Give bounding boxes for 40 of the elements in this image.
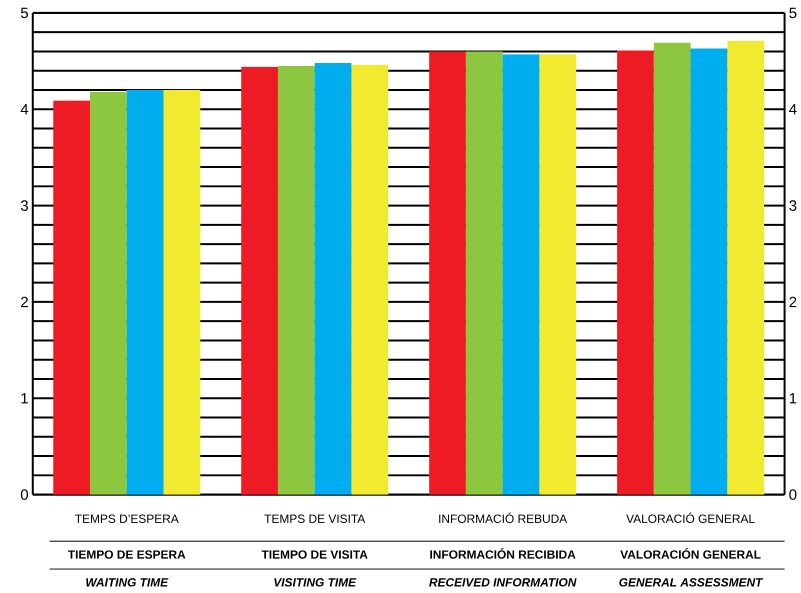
bar bbox=[126, 90, 164, 494]
y2-tick-label: 3 bbox=[789, 200, 796, 211]
bar bbox=[502, 54, 540, 494]
bar bbox=[466, 51, 503, 494]
y2-tick-label: 5 bbox=[789, 8, 796, 18]
bar bbox=[278, 66, 315, 494]
y-tick-label: 1 bbox=[21, 392, 28, 404]
y-tick-label: 4 bbox=[20, 104, 28, 114]
text: VISITING TIME bbox=[274, 578, 356, 586]
text: INFORMACIÓN RECIBIDA bbox=[430, 548, 576, 559]
bar bbox=[429, 51, 466, 494]
y-tick-label: 2 bbox=[21, 296, 28, 307]
y-tick-label: 0 bbox=[20, 489, 28, 500]
bar bbox=[314, 62, 352, 494]
x-tick-label: TEMPS D’ESPERA bbox=[75, 514, 179, 523]
bar bbox=[163, 90, 200, 494]
bar bbox=[654, 42, 691, 494]
y-tick-label: 3 bbox=[20, 200, 28, 211]
text: WAITING TIME bbox=[86, 578, 168, 586]
y2-tick-label: 4 bbox=[789, 104, 797, 114]
bar bbox=[539, 54, 576, 494]
x-tick-label: TEMPS DE VISITA bbox=[264, 514, 366, 523]
bar bbox=[351, 64, 388, 494]
text: TIEMPO DE VISITA bbox=[262, 550, 368, 559]
bar bbox=[90, 92, 127, 494]
bar bbox=[53, 100, 90, 494]
bar bbox=[241, 66, 278, 494]
y-tick-label: 5 bbox=[20, 8, 28, 18]
x-tick-label: VALORACIÓ GENERAL bbox=[626, 512, 755, 523]
text: GENERAL ASSESSMENT bbox=[619, 578, 764, 586]
text: VALORACIÓN GENERAL bbox=[620, 548, 761, 559]
bar bbox=[727, 40, 764, 494]
text: RECEIVED INFORMATION bbox=[429, 578, 577, 586]
y2-tick-label: 2 bbox=[789, 296, 796, 307]
bar bbox=[617, 50, 654, 494]
bar bbox=[690, 48, 728, 494]
text: TIEMPO DE ESPERA bbox=[68, 550, 186, 559]
x-tick-label: INFORMACIÓ REBUDA bbox=[439, 512, 568, 523]
y2-tick-label: 0 bbox=[789, 489, 796, 500]
y2-tick-label: 1 bbox=[790, 392, 796, 404]
